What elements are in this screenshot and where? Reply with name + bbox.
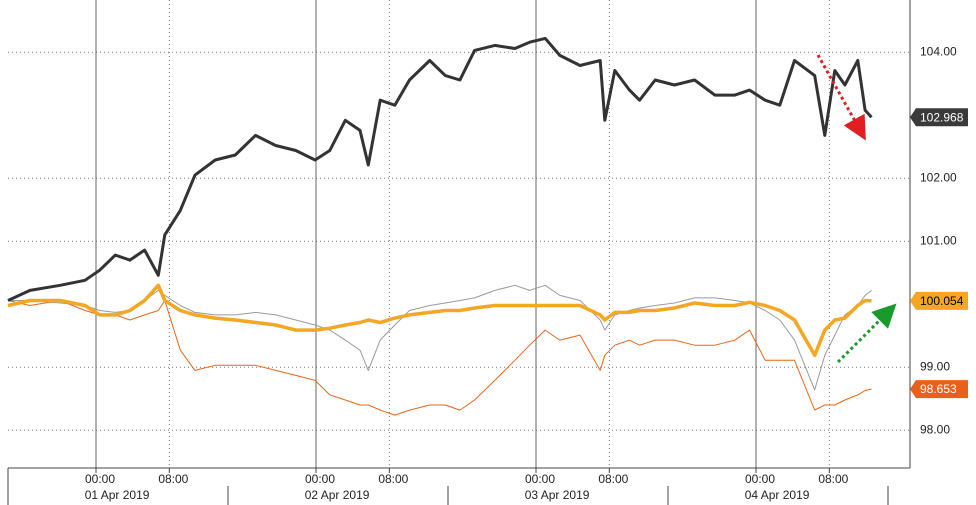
date-label: 04 Apr 2019: [745, 488, 810, 502]
y-tick-label: 104.00: [920, 44, 957, 58]
end-label: 98.653: [920, 382, 957, 396]
date-label: 03 Apr 2019: [525, 488, 590, 502]
y-tick-label: 98.00: [920, 422, 950, 436]
x-tick-label: 08:00: [378, 472, 408, 486]
session-separators: [7, 468, 889, 505]
line-series: [7, 300, 872, 416]
x-tick-label: 00:00: [745, 472, 775, 486]
date-label: 01 Apr 2019: [85, 488, 150, 502]
line-series: [7, 36, 873, 302]
x-tick-label: 08:00: [598, 472, 628, 486]
y-tick-label: 99.00: [920, 359, 950, 373]
end-label: 100.054: [920, 294, 964, 308]
down-arrow: [816, 54, 866, 141]
end-label-box: [910, 291, 968, 310]
end-label: 102.968: [920, 110, 964, 124]
labels: 98.00 99.00 101.00 102.00 104.00 00:00 08:00 00…: [85, 44, 968, 502]
line-series: [8, 284, 872, 391]
y-tick-label: 102.00: [920, 170, 957, 184]
lines: [7, 36, 873, 416]
x-tick-label: 00:00: [85, 472, 115, 486]
date-label: 02 Apr 2019: [305, 488, 370, 502]
grid: [8, 0, 910, 468]
x-tick-label: 00:00: [305, 472, 335, 486]
x-tick-label: 08:00: [158, 472, 188, 486]
end-label-box: [910, 108, 968, 127]
x-tick-label: 00:00: [525, 472, 555, 486]
line-series: [7, 283, 872, 358]
end-label-box: [910, 380, 968, 399]
y-tick-label: 101.00: [920, 233, 957, 247]
x-tick-label: 08:00: [818, 472, 848, 486]
